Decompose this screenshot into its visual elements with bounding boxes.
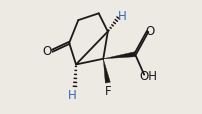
Text: O: O	[42, 45, 52, 58]
Polygon shape	[103, 59, 110, 83]
Text: OH: OH	[140, 70, 158, 83]
Text: F: F	[104, 84, 111, 97]
Text: O: O	[146, 25, 155, 38]
Polygon shape	[103, 52, 135, 59]
Text: H: H	[118, 9, 127, 22]
Text: H: H	[68, 88, 77, 101]
